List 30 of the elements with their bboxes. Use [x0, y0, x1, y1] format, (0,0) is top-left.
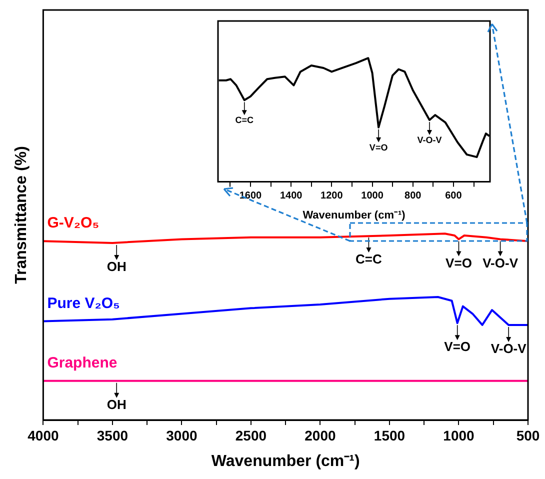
x-tick-label: 1000	[361, 190, 384, 202]
annotation: OH	[106, 396, 126, 412]
series-label: Pure V₂O₅	[47, 294, 120, 312]
y-axis-title: Transmittance (%)	[13, 146, 30, 284]
x-tick-label: 2000	[304, 427, 336, 444]
x-tick-label: 800	[404, 190, 422, 202]
x-tick-label: 1600	[239, 190, 262, 202]
annotation: C=C	[235, 115, 254, 126]
x-tick-label: 2500	[235, 427, 267, 444]
series-label: G-V₂O₅	[47, 214, 100, 232]
x-tick-label: 1000	[443, 427, 475, 444]
annotation: C=C	[356, 252, 382, 267]
annotation: V=O	[444, 339, 471, 354]
x-tick-label: 600	[445, 190, 462, 202]
x-axis-title: Wavenumber (cm⁻¹)	[211, 452, 360, 470]
x-tick-label: 4000	[28, 427, 59, 444]
x-tick-label: 1400	[280, 190, 303, 202]
x-tick-label: 3500	[96, 427, 128, 444]
x-tick-label: 1200	[320, 190, 344, 202]
x-tick-label: 1500	[374, 427, 406, 444]
annotation: V-O-V	[490, 341, 527, 356]
annotation: V-O-V	[417, 134, 442, 145]
annotation: OH	[106, 259, 126, 274]
x-tick-label: 500	[516, 427, 540, 444]
series-label: Graphene	[47, 354, 118, 372]
annotation: V=O	[446, 255, 472, 270]
x-tick-label: 3000	[166, 427, 198, 444]
x-axis-title: Wavenumber (cm⁻¹)	[302, 209, 406, 222]
annotation: V=O	[369, 142, 388, 152]
annotation: V-O-V	[482, 255, 518, 270]
